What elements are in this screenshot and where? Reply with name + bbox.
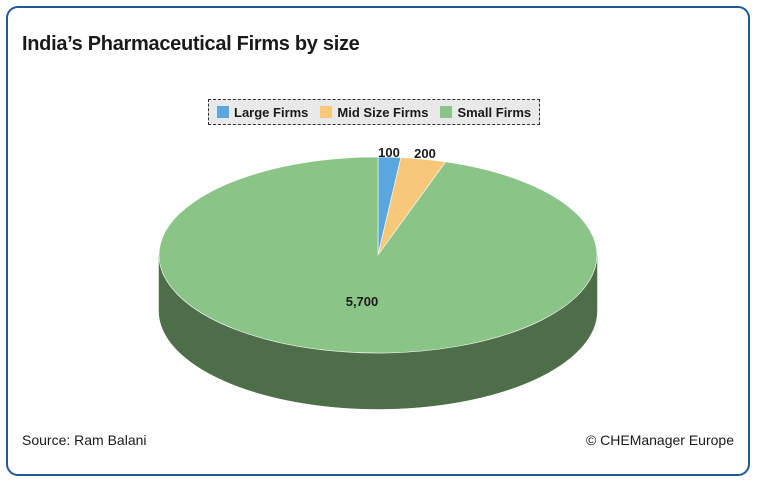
legend: Large Firms Mid Size Firms Small Firms [208,99,541,125]
data-label-0: 100 [378,145,400,160]
data-label-1: 200 [414,146,436,161]
legend-label-small: Small Firms [457,104,532,120]
legend-item-small: Small Firms [440,105,531,120]
legend-item-large: Large Firms [217,105,308,120]
source-note: Source: Ram Balani [22,432,147,448]
copyright-note: © CHEManager Europe [585,432,734,448]
legend-label-large: Large Firms [234,104,309,120]
legend-swatch-small [440,106,453,118]
data-label-2: 5,700 [346,294,379,309]
legend-swatch-large [217,106,229,118]
legend-swatch-mid [320,106,333,118]
chart-title: India’s Pharmaceutical Firms by size [22,33,360,55]
legend-label-mid: Mid Size Firms [337,104,429,120]
legend-item-mid: Mid Size Firms [320,105,428,120]
pie-slice-2 [158,156,598,354]
